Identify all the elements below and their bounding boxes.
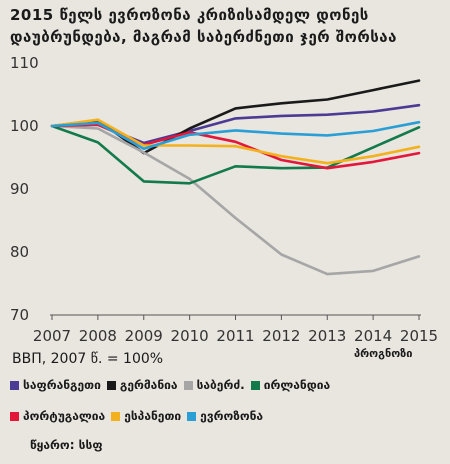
y-tick-label: 110 [10,54,39,72]
legend-swatch-portugal [10,411,19,421]
legend-item-spain: ესპანეთი [111,409,181,423]
axes: 70 80 90 100 110 2007 2008 2009 2010 2011 2012 2013… [10,54,438,345]
legend-swatch-spain [111,411,121,421]
series-line [50,124,421,276]
y-tick-label: 70 [10,306,29,324]
series-lines [50,79,421,276]
x-tick-label: 2015 [400,327,438,345]
legend-label-portugal: პორტუგალია [23,409,106,423]
x-tick-label: 2011 [216,327,254,345]
legend-swatch-france [10,380,19,390]
legend-swatch-greece [183,380,193,390]
x-tick-label: 2007 [33,327,71,345]
y-axis-label: ВВП, 2007 წ. = 100% [12,351,164,367]
projection-annotation: პროგნოზი [354,347,413,360]
legend-swatch-germany [106,380,116,390]
legend-swatch-eurozone [187,411,197,421]
series-line [50,118,421,165]
legend-label-france: საფრანგეთი [23,378,101,392]
y-tick-label: 100 [10,117,39,135]
x-tick-label: 2012 [262,327,300,345]
y-tick-label: 90 [10,180,29,198]
y-tick-label: 80 [10,243,29,261]
chart-title: 2015 წელს ევროზონა კრიზისამდელ დონეს დაუ… [10,6,397,46]
legend-item-germany: გერმანია [106,378,178,392]
legend-label-eurozone: ევროზონა [200,409,264,423]
x-tick-label: 2009 [125,327,163,345]
legend-item-greece: საბერძ. [183,378,245,392]
legend-label-germany: გერმანია [119,378,178,392]
legend-swatch-ireland [250,380,260,390]
legend-item-ireland: ირლანდია [250,378,331,392]
legend-label-ireland: ირლანდია [263,378,331,392]
legend-item-portugal: პორტუგალია [10,409,105,423]
source-note: წყარო: სსფ [30,438,103,452]
legend-row-1: საფრანგეთი გერმანია საბერძ. ირლანდია [10,378,336,392]
x-tick-label: 2010 [171,327,209,345]
legend-row-2: პორტუგალია ესპანეთი ევროზონა [10,409,269,423]
legend-label-greece: საბერძ. [196,378,245,392]
x-tick-label: 2008 [79,327,117,345]
x-tick-label: 2013 [308,327,346,345]
legend-item-eurozone: ევროზონა [187,409,263,423]
legend-item-france: საფრანგეთი [10,378,101,392]
series-line [50,124,421,185]
x-tick-label: 2014 [354,327,392,345]
legend-label-spain: ესპანეთი [124,409,182,423]
series-line [50,120,421,150]
